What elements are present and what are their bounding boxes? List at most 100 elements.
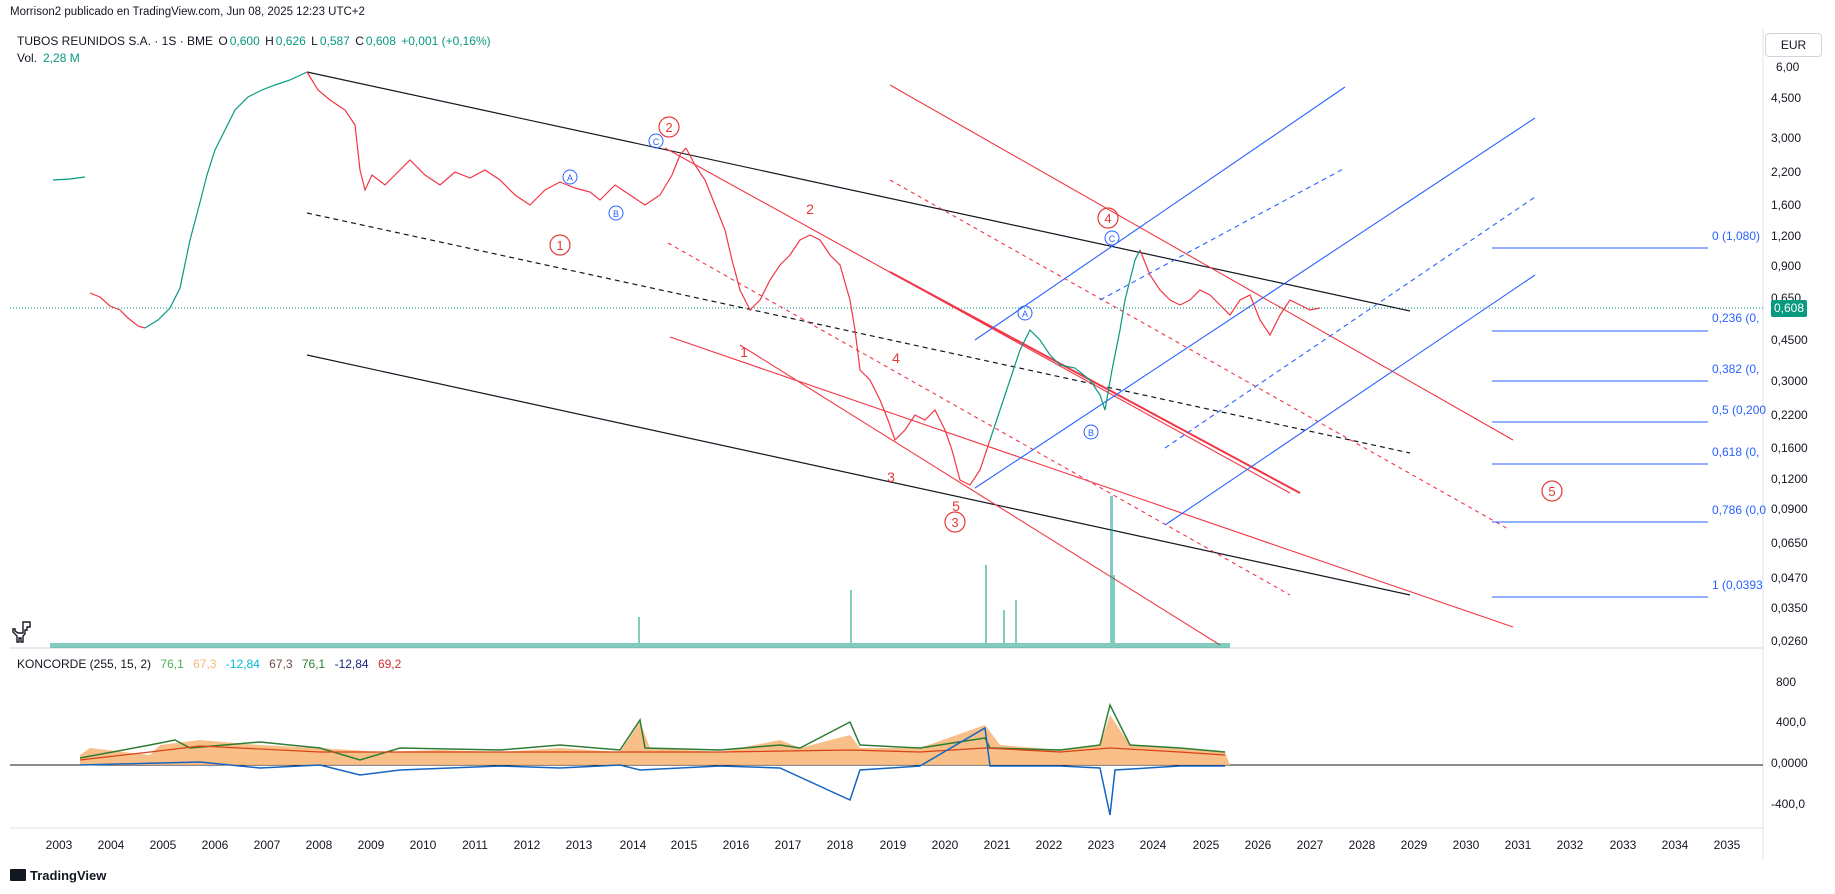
price-tick: 4,500 [1771, 91, 1802, 105]
volume-bars [50, 496, 1230, 648]
time-tick: 2021 [983, 838, 1011, 852]
close-label: C [355, 34, 364, 48]
high-label: H [265, 34, 274, 48]
price-tick: 0,2200 [1771, 408, 1808, 422]
time-tick: 2022 [1035, 838, 1063, 852]
time-tick: 2008 [305, 838, 333, 852]
wave-blue-c2[interactable]: C [1104, 230, 1120, 246]
time-tick: 2025 [1192, 838, 1220, 852]
indicator-value-1: 76,1 [160, 657, 184, 671]
wave-circle-4[interactable]: 4 [1097, 207, 1119, 229]
tradingview-icon [10, 869, 26, 881]
price-tick: 6,00 [1776, 60, 1800, 74]
price-series[interactable] [52, 71, 1321, 486]
svg-text:B: B [613, 209, 619, 219]
currency-button[interactable]: EUR [1765, 33, 1822, 57]
time-tick: 2004 [97, 838, 125, 852]
wave-circle-3[interactable]: 3 [944, 511, 966, 533]
price-tick: 0,3000 [1771, 374, 1808, 388]
time-tick: 2031 [1504, 838, 1532, 852]
volume-legend[interactable]: Vol. 2,28 M [17, 51, 80, 65]
price-tick: 0,4500 [1771, 333, 1808, 347]
wave-blue-c1[interactable]: C [648, 133, 664, 149]
wave-plain-5[interactable]: 5 [952, 498, 960, 514]
time-tick: 2018 [826, 838, 854, 852]
price-tick: 2,200 [1771, 165, 1802, 179]
wave-blue-a1[interactable]: A [562, 169, 578, 185]
wave-circle-2[interactable]: 2 [658, 116, 680, 138]
low-label: L [311, 34, 318, 48]
time-tick: 2010 [409, 838, 437, 852]
time-tick: 2034 [1661, 838, 1689, 852]
price-tick: 0,1600 [1771, 441, 1808, 455]
svg-text:C: C [1109, 234, 1116, 244]
price-tick: 0,0350 [1771, 601, 1808, 615]
red-channel[interactable] [664, 84, 1514, 646]
time-tick: 2026 [1244, 838, 1272, 852]
svg-text:3: 3 [951, 515, 958, 530]
wave-circle-1[interactable]: 1 [549, 234, 571, 256]
fib-label: 0,236 (0, [1712, 311, 1760, 325]
svg-text:A: A [1022, 309, 1028, 319]
indicator-name[interactable]: KONCORDE (255, 15, 2) [17, 657, 152, 671]
indicator-value-4: 67,3 [269, 657, 293, 671]
indicator-value-7: 69,2 [377, 657, 402, 671]
time-tick: 2003 [45, 838, 73, 852]
price-tick: 0,0650 [1771, 536, 1808, 550]
time-tick: 2019 [879, 838, 907, 852]
indicator-tick: -400,0 [1771, 797, 1806, 811]
indicator-tick: 0,0000 [1771, 756, 1808, 770]
wave-blue-a2[interactable]: A [1017, 305, 1033, 321]
close-value: 0,608 [365, 34, 396, 48]
published-info: Morrison2 publicado en TradingView.com, … [10, 6, 365, 18]
indicator-value-6: -12,84 [334, 657, 369, 671]
time-tick: 2006 [201, 838, 229, 852]
indicator-value-3: -12,84 [225, 657, 260, 671]
indicator-value-2: 67,3 [193, 657, 217, 671]
wave-plain-4[interactable]: 4 [892, 350, 900, 366]
wave-plain-1[interactable]: 1 [740, 344, 748, 360]
wave-plain-3[interactable]: 3 [887, 469, 895, 485]
fib-label: 1 (0,0393 [1712, 578, 1763, 592]
svg-text:B: B [1088, 428, 1094, 438]
indicator-tick: 400,0 [1776, 715, 1807, 729]
time-tick: 2015 [670, 838, 698, 852]
wave-blue-b1[interactable]: B [608, 205, 624, 221]
svg-text:2: 2 [665, 120, 672, 135]
time-tick: 2016 [722, 838, 750, 852]
fib-label: 0,618 (0, [1712, 445, 1760, 459]
symbol-name[interactable]: TUBOS REUNIDOS S.A. · 1S · BME [17, 34, 214, 48]
time-tick: 2024 [1139, 838, 1167, 852]
price-tick: 0,0470 [1771, 571, 1808, 585]
volume-label: Vol. [17, 51, 38, 65]
time-tick: 2007 [253, 838, 281, 852]
koncorde-indicator[interactable] [79, 702, 1230, 816]
price-tick: 1,200 [1771, 229, 1802, 243]
time-tick: 2023 [1087, 838, 1115, 852]
svg-text:A: A [567, 173, 573, 183]
price-tick: 0,900 [1771, 259, 1802, 273]
svg-text:5: 5 [1548, 484, 1555, 499]
fib-label: 0 (1,080) [1712, 229, 1761, 243]
fib-label: 0,382 (0, [1712, 362, 1760, 376]
fib-retracement[interactable] [1492, 247, 1708, 598]
wave-blue-b2[interactable]: B [1083, 424, 1099, 440]
black-channel[interactable] [306, 71, 1411, 596]
tradingview-logo[interactable]: TradingView [10, 868, 106, 883]
time-tick: 2020 [931, 838, 959, 852]
wave-labels[interactable]: 1 2 3 4 5 1 2 3 4 5 A B [549, 116, 1563, 533]
wave-plain-2[interactable]: 2 [806, 201, 814, 217]
time-tick: 2029 [1400, 838, 1428, 852]
blue-channel[interactable] [974, 86, 1536, 526]
time-tick: 2005 [149, 838, 177, 852]
wave-circle-5[interactable]: 5 [1541, 480, 1563, 502]
time-tick: 2033 [1609, 838, 1637, 852]
dino-icon[interactable] [10, 620, 34, 646]
price-tick: 0,0260 [1771, 634, 1808, 648]
time-tick: 2009 [357, 838, 385, 852]
fib-label: 0,786 (0,0 [1712, 503, 1767, 517]
indicator-legend[interactable]: KONCORDE (255, 15, 2) 76,1 67,3 -12,84 6… [17, 657, 407, 671]
change-value: +0,001 (+0,16%) [401, 34, 491, 48]
